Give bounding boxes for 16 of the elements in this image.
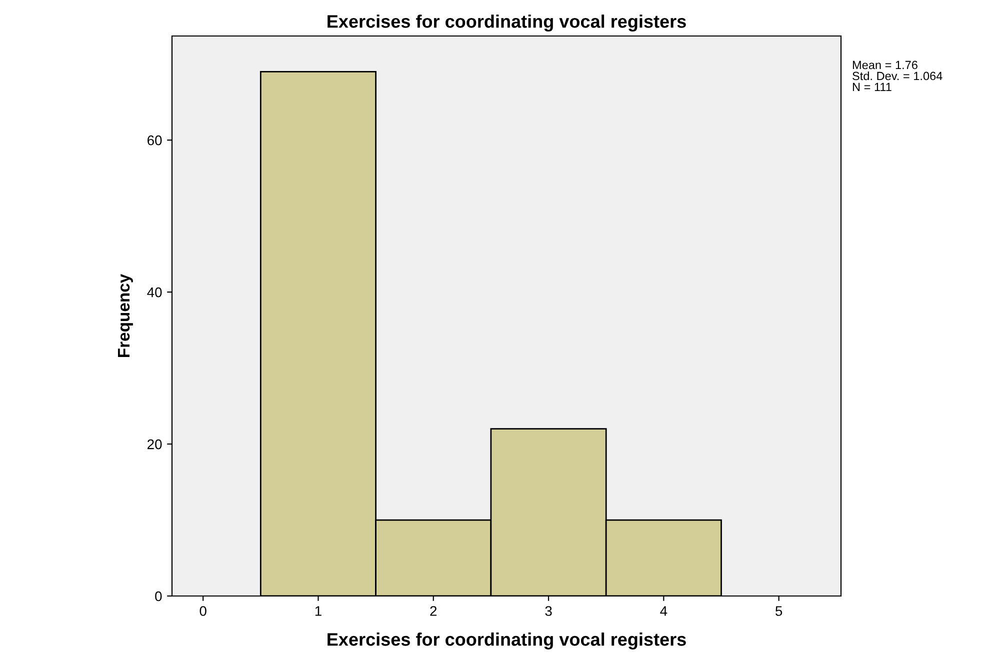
y-axis-title: Frequency [118, 274, 133, 358]
text: N = 111 [852, 82, 892, 92]
text: Mean = 1.76 [852, 60, 918, 70]
x-tick-label: 3 [545, 606, 552, 616]
y-tick-label: 20 [148, 439, 162, 450]
x-tick-label: 1 [315, 606, 322, 616]
y-tick-label: 0 [155, 591, 162, 602]
x-axis-title: Exercises for coordinating vocal registers [328, 632, 686, 650]
chart-title: Exercises for coordinating vocal registers [328, 14, 686, 32]
y-tick-label: 60 [148, 135, 162, 146]
x-tick-label: 2 [430, 606, 437, 616]
x-tick-label: 5 [776, 606, 782, 616]
text: Std. Dev. = 1.064 [852, 72, 942, 80]
y-tick-label: 40 [147, 287, 162, 298]
x-tick-label: 0 [200, 606, 206, 616]
x-tick-label: 4 [660, 606, 668, 616]
